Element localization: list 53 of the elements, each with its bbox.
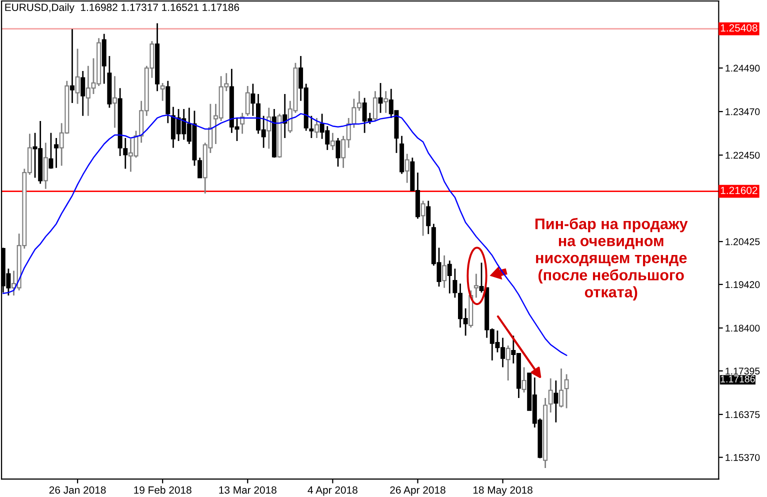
candlestick: [309, 115, 314, 139]
candlestick: [266, 107, 272, 150]
candlestick: [372, 90, 378, 122]
candlestick: [70, 28, 74, 104]
ref-line-label: 1.25408: [720, 24, 758, 32]
y-tick-label: 1.22450: [726, 152, 760, 159]
candlestick: [522, 366, 526, 394]
candlestick: [554, 380, 558, 424]
candlestick: [160, 82, 165, 102]
x-tick-label: 13 Mar 2018: [219, 486, 276, 494]
candlestick: [558, 368, 564, 408]
y-tick-label: 1.23470: [726, 108, 760, 116]
candlestick: [384, 90, 388, 114]
candlestick: [564, 374, 569, 409]
y-tick-label: 1.19420: [726, 281, 760, 288]
candlestick: [54, 137, 59, 169]
y-tick-label: 1.17395: [726, 368, 760, 375]
candlestick: [250, 83, 256, 117]
candlestick: [112, 75, 118, 128]
y-tick-label: 1.15370: [726, 454, 760, 461]
candlestick: [548, 378, 553, 414]
candlestick: [442, 254, 447, 289]
x-tick-label: 19 Feb 2018: [134, 486, 192, 494]
candlestick: [48, 132, 54, 170]
candlestick: [378, 82, 383, 114]
y-tick-label: 1.20425: [726, 238, 760, 246]
candlestick: [336, 137, 340, 168]
candlestick: [447, 260, 452, 294]
candlestick: [240, 112, 245, 134]
x-tick-label: 26 Apr 2018: [390, 486, 446, 496]
y-tick-label: 1.18400: [726, 324, 760, 332]
x-tick-label: 18 May 2018: [473, 486, 532, 496]
candlestick: [452, 268, 458, 298]
x-tick-label: 4 Apr 2018: [308, 486, 358, 496]
candlestick: [404, 153, 410, 184]
candlestick: [330, 132, 335, 151]
candlestick: [474, 273, 478, 298]
candlestick: [506, 344, 510, 382]
text: 1.17186: [720, 376, 755, 382]
candlestick: [43, 142, 48, 190]
ref-line-label: 1.21602: [720, 186, 758, 194]
candlestick: [80, 70, 86, 117]
candlestick: [245, 85, 250, 117]
annotation: Пин-бар на продажу на очевидном нисходящем тренде (после небольшого отката): [535, 218, 688, 300]
y-tick-label: 1.24490: [726, 64, 760, 72]
y-tick-label: 1.16375: [726, 411, 760, 418]
candlestick: [314, 117, 319, 139]
candlestick: [75, 48, 80, 105]
x-tick-label: 26 Jan 2018: [49, 486, 106, 494]
candlestick: [479, 262, 484, 294]
candlestick: [426, 200, 431, 235]
chart-title: EURUSD,Daily 1.16982 1.17317 1.16521 1.17186: [5, 3, 240, 14]
candlestick: [420, 200, 426, 236]
